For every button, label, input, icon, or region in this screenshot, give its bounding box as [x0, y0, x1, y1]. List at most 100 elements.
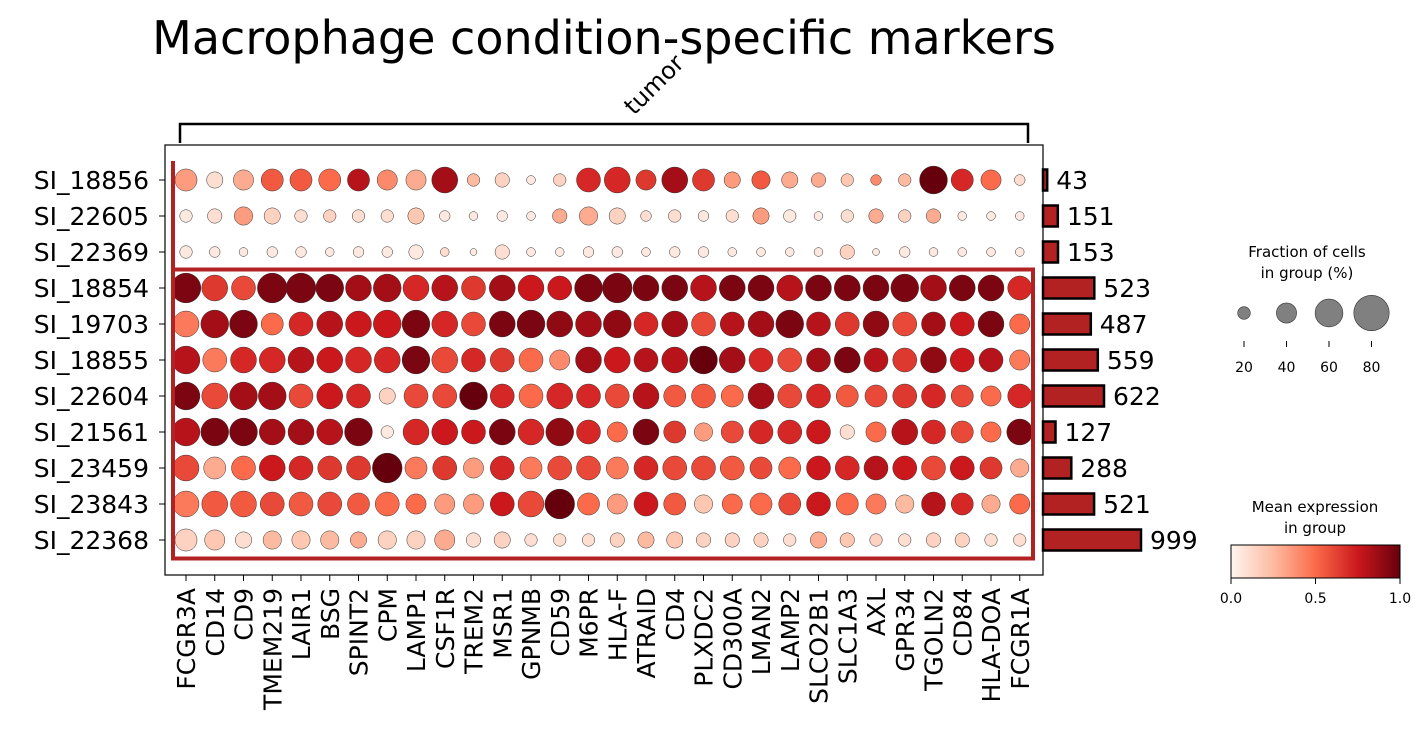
- dot: [201, 382, 228, 410]
- dot: [977, 274, 1005, 302]
- dot: [898, 173, 912, 187]
- dot: [950, 420, 974, 444]
- dot: [950, 455, 975, 481]
- dot: [981, 494, 1001, 514]
- dot: [892, 383, 917, 409]
- dot: [749, 456, 773, 480]
- column-label: SLCO2B1: [805, 588, 834, 704]
- dot: [777, 347, 802, 373]
- dot: [835, 455, 860, 481]
- dot: [202, 347, 227, 373]
- dot: [373, 273, 402, 303]
- cell-count-label: 487: [1100, 310, 1148, 339]
- column-label: GPR34: [891, 588, 920, 672]
- dot: [898, 533, 912, 547]
- dot: [747, 310, 775, 338]
- cell-count-label: 521: [1103, 490, 1151, 519]
- dot: [863, 347, 889, 373]
- dot: [719, 274, 746, 302]
- cell-count-bar: [1041, 348, 1100, 372]
- dot: [984, 533, 998, 547]
- dot: [229, 417, 258, 447]
- dot: [553, 173, 567, 187]
- dot: [547, 455, 572, 481]
- row-label: SI_23843: [34, 490, 149, 519]
- column-label: FCGR3A: [172, 588, 201, 690]
- dot: [440, 247, 450, 257]
- dot: [720, 311, 745, 337]
- dot: [892, 311, 917, 337]
- dot: [661, 346, 688, 374]
- dot: [1015, 211, 1025, 221]
- dot: [463, 457, 484, 479]
- dot: [892, 347, 917, 373]
- dot: [723, 171, 741, 189]
- dot: [748, 419, 774, 445]
- dot: [259, 346, 286, 374]
- dot: [604, 346, 631, 374]
- dot: [207, 208, 223, 224]
- dot: [203, 456, 227, 480]
- dot: [637, 531, 655, 549]
- column-label: FCGR1A: [1006, 588, 1035, 690]
- dot: [921, 455, 946, 481]
- dot: [1007, 383, 1032, 409]
- dot: [806, 383, 831, 409]
- cell-count-label: 622: [1113, 382, 1161, 411]
- dot: [401, 309, 431, 339]
- dots-layer: [170, 165, 1033, 552]
- dot: [899, 246, 911, 258]
- dot: [810, 531, 827, 549]
- dot: [288, 455, 314, 481]
- dot: [206, 171, 224, 189]
- dot: [459, 381, 488, 411]
- dot: [174, 528, 198, 552]
- dot: [640, 210, 652, 222]
- dot: [377, 530, 397, 550]
- dot: [316, 418, 343, 446]
- dot: [632, 418, 660, 446]
- dot: [346, 383, 371, 409]
- dot: [872, 248, 880, 256]
- dot: [719, 346, 746, 374]
- dot: [461, 311, 486, 337]
- dot: [611, 246, 623, 258]
- dot: [666, 531, 684, 549]
- dot: [549, 349, 571, 371]
- row-label: SI_22605: [34, 202, 149, 231]
- dot: [408, 244, 424, 260]
- dot: [863, 455, 889, 481]
- cell-count-bar: [1041, 168, 1049, 192]
- column-label: CSF1R: [431, 588, 460, 669]
- dot: [980, 421, 1002, 443]
- cell-count-bar: [1041, 240, 1060, 264]
- column-label: M6PR: [575, 588, 604, 658]
- cell-count-bar: [1041, 384, 1106, 408]
- column-label: CD14: [201, 588, 230, 657]
- dot: [806, 491, 831, 517]
- dot: [749, 492, 773, 516]
- dot: [439, 210, 451, 222]
- dot: [519, 456, 543, 480]
- dot: [980, 169, 1002, 191]
- dot: [957, 247, 967, 257]
- dot: [603, 309, 632, 339]
- dot: [263, 207, 281, 225]
- dot: [862, 310, 890, 338]
- column-label: HLA-DOA: [977, 588, 1006, 702]
- dot: [231, 455, 256, 481]
- cell-count-label: 523: [1103, 274, 1151, 303]
- dot: [489, 418, 516, 446]
- dot: [238, 247, 249, 257]
- dot: [468, 211, 479, 221]
- dot: [950, 311, 975, 337]
- dot: [865, 421, 887, 443]
- dot: [373, 309, 402, 339]
- dot: [262, 530, 282, 550]
- dot: [494, 172, 510, 188]
- dot: [518, 347, 544, 373]
- size-legend-label: 60: [1320, 360, 1338, 376]
- dot: [926, 532, 941, 548]
- dot: [204, 529, 226, 551]
